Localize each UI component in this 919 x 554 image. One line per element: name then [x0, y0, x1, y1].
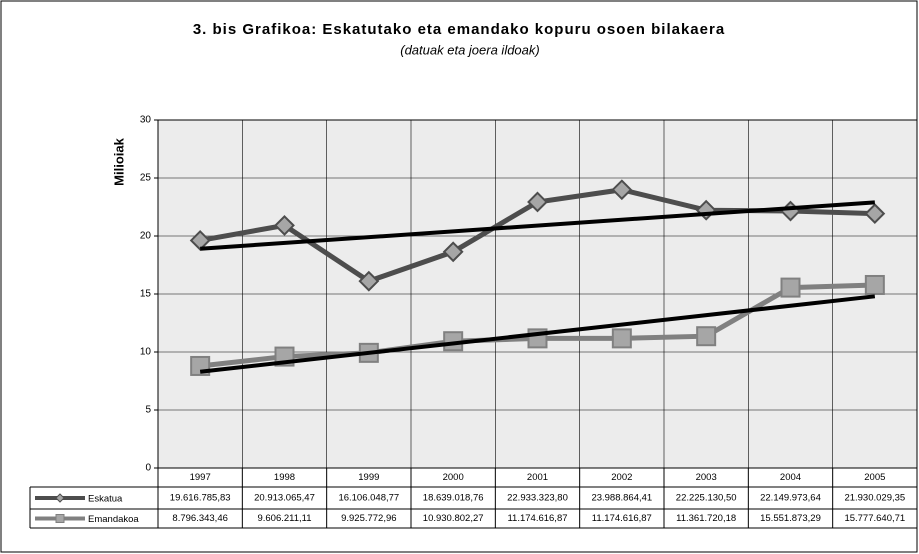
- table-value: 22.149.973,64: [760, 493, 821, 504]
- table-value: 15.777.640,71: [844, 513, 905, 524]
- y-tick-label: 25: [140, 173, 152, 184]
- legend-marker: [55, 493, 65, 503]
- y-tick-label: 30: [140, 115, 152, 126]
- chart-subtitle: (datuak eta joera ildoak): [400, 42, 539, 57]
- chart-title: 3. bis Grafikoa: Eskatutako eta emandako…: [193, 21, 725, 38]
- table-value: 8.796.343,46: [172, 513, 227, 524]
- marker: [274, 214, 295, 236]
- table-value: 15.551.873,29: [760, 513, 821, 524]
- table-value: 11.174.616,87: [507, 513, 567, 524]
- marker: [611, 179, 633, 201]
- trend-line: [199, 294, 876, 374]
- table-value: 22.933.323,80: [507, 493, 568, 504]
- table-value: 19.616.785,83: [170, 493, 231, 504]
- trend-line: [200, 200, 875, 251]
- table-value: 9.606.211,11: [257, 513, 311, 524]
- marker: [864, 274, 885, 295]
- x-tick-label: 2003: [696, 472, 717, 483]
- marker: [527, 191, 548, 213]
- table-value: 20.913.065,47: [254, 493, 315, 504]
- x-tick-label: 2005: [864, 472, 885, 483]
- marker: [442, 241, 464, 263]
- marker: [696, 326, 717, 347]
- table-value: 11.361.720,18: [676, 513, 736, 524]
- legend-label: Emandakoa: [88, 514, 139, 525]
- x-tick-label: 2004: [780, 472, 801, 483]
- table-value: 23.988.864,41: [591, 493, 652, 504]
- legend-label: Eskatua: [88, 494, 123, 505]
- marker: [358, 270, 380, 292]
- x-tick-label: 2000: [443, 472, 464, 483]
- table-value: 21.930.029,35: [844, 493, 905, 504]
- y-tick-label: 5: [145, 405, 151, 416]
- x-tick-label: 1999: [358, 472, 379, 483]
- marker: [189, 230, 211, 251]
- table-value: 16.106.048,77: [338, 493, 399, 504]
- table-value: 9.925.772,96: [341, 513, 396, 524]
- y-tick-label: 15: [140, 289, 152, 300]
- x-tick-label: 1998: [274, 472, 295, 483]
- y-axis-label: Milioiak: [111, 137, 126, 185]
- marker: [864, 203, 886, 225]
- table-value: 18.639.018,76: [423, 493, 484, 504]
- x-tick-label: 2002: [611, 472, 632, 483]
- marker: [611, 328, 632, 349]
- marker: [780, 277, 801, 298]
- table-value: 22.225.130,50: [676, 493, 737, 504]
- y-tick-label: 20: [140, 231, 152, 242]
- table-value: 11.174.616,87: [592, 513, 652, 524]
- x-tick-label: 1997: [190, 472, 211, 483]
- y-tick-label: 0: [145, 463, 151, 474]
- legend-marker: [55, 514, 65, 523]
- y-tick-label: 10: [140, 347, 152, 358]
- x-tick-label: 2001: [527, 472, 548, 483]
- table-value: 10.930.802,27: [423, 513, 484, 524]
